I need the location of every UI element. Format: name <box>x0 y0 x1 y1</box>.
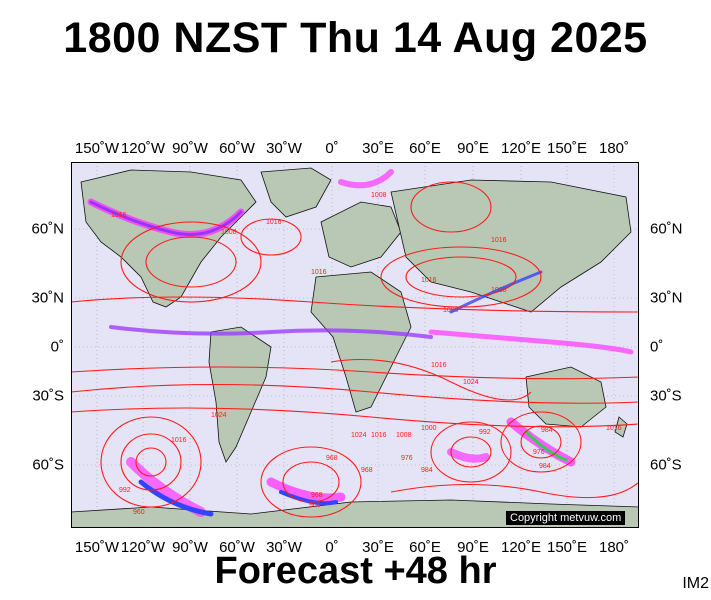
lon-label-top: 90˚E <box>457 140 489 157</box>
lon-label-bottom: 90˚E <box>457 539 489 556</box>
lon-label-bottom: 180˚ <box>598 539 630 556</box>
lat-label-right: 60˚S <box>650 456 682 474</box>
lat-label-right: 0˚ <box>650 338 664 356</box>
lon-label-top: 0˚ <box>325 140 339 157</box>
lon-label-bottom: 30˚W <box>266 539 302 556</box>
isobar-label: 968 <box>311 492 323 499</box>
copyright-label: Copyright metvuw.com <box>506 511 626 525</box>
lon-label-top: 30˚W <box>266 140 302 157</box>
greenland <box>260 167 332 218</box>
lon-label-top: 120˚W <box>120 140 166 157</box>
isobar-label: 1000 <box>443 307 459 314</box>
lon-label-top: 60˚W <box>219 140 255 157</box>
isobar-label: 1008 <box>371 192 387 199</box>
map-title: 1800 NZST Thu 14 Aug 2025 <box>63 14 648 62</box>
new-zealand <box>614 416 628 438</box>
lat-label-right: 30˚S <box>650 387 682 405</box>
isobar-label: 1024 <box>351 432 367 439</box>
lat-label-left: 30˚N <box>31 289 64 307</box>
isobar-label: 1016 <box>421 277 437 284</box>
land-masses <box>71 167 639 528</box>
lon-label-top: 150˚W <box>74 140 120 157</box>
isobar-label: 968 <box>326 455 338 462</box>
south-america <box>208 326 272 463</box>
lon-label-bottom: 90˚W <box>172 539 208 556</box>
lon-label-bottom: 120˚E <box>500 539 542 556</box>
lon-label-top: 30˚E <box>362 140 394 157</box>
isobar-label: 1016 <box>431 362 447 369</box>
lat-label-left: 60˚N <box>31 220 64 238</box>
lon-label-bottom: 150˚W <box>74 539 120 556</box>
lon-label-top: 90˚W <box>172 140 208 157</box>
isobar-label: 1024 <box>211 412 227 419</box>
isobar-label: 1008 <box>491 287 507 294</box>
isobar-label: 984 <box>421 467 433 474</box>
isobar-label: 1016 <box>491 237 507 244</box>
lat-label-left: 0˚ <box>50 338 64 356</box>
lon-label-top: 150˚E <box>546 140 588 157</box>
isobars <box>71 181 639 518</box>
isobar-label: 1000 <box>421 425 437 432</box>
isobar-label: 1016 <box>371 432 387 439</box>
lat-label-right: 60˚N <box>650 220 683 238</box>
isobar-label: 1016 <box>266 219 282 226</box>
isobar-label: 1016 <box>311 269 327 276</box>
north-america <box>80 169 257 308</box>
isobar-label: 992 <box>119 487 131 494</box>
isobar-label: 992 <box>479 429 491 436</box>
isobar-label: 976 <box>533 449 545 456</box>
isobar-label: 968 <box>361 467 373 474</box>
isobar-label: 1024 <box>463 379 479 386</box>
lon-label-top: 120˚E <box>500 140 542 157</box>
lon-label-bottom: 120˚W <box>120 539 166 556</box>
map-frame <box>71 162 639 528</box>
isobar-labels: 1016 1008 1016 1016 1008 1016 1016 1000 … <box>111 192 622 516</box>
lon-label-bottom: 150˚E <box>546 539 588 556</box>
isobar-label: 960 <box>309 502 321 509</box>
asia <box>390 179 632 313</box>
lon-label-bottom: 0˚ <box>325 539 339 556</box>
isobar-label: 960 <box>133 509 145 516</box>
isobar-label: 1016 <box>111 212 127 219</box>
forecast-label: Forecast +48 hr <box>214 550 497 592</box>
weather-map: 1016 1008 1016 1016 1008 1016 1016 1000 … <box>71 162 639 528</box>
lon-label-bottom: 60˚W <box>219 539 255 556</box>
europe <box>320 201 402 268</box>
image-tag: IM2 <box>682 575 709 592</box>
isobar-label: 1016 <box>606 425 622 432</box>
isobar-label: 1016 <box>171 437 187 444</box>
lon-label-bottom: 60˚E <box>409 539 441 556</box>
isobar-label: 984 <box>541 427 553 434</box>
lat-label-left: 60˚S <box>32 456 64 474</box>
lat-label-left: 30˚S <box>32 387 64 405</box>
isobar-label: 1008 <box>221 229 237 236</box>
lat-label-right: 30˚N <box>650 289 683 307</box>
lon-label-top: 60˚E <box>409 140 441 157</box>
isobar-label: 976 <box>401 455 413 462</box>
isobar-label: 984 <box>539 463 551 470</box>
lon-label-bottom: 30˚E <box>362 539 394 556</box>
isobar-label: 1008 <box>396 432 412 439</box>
lon-label-top: 180˚ <box>598 140 630 157</box>
